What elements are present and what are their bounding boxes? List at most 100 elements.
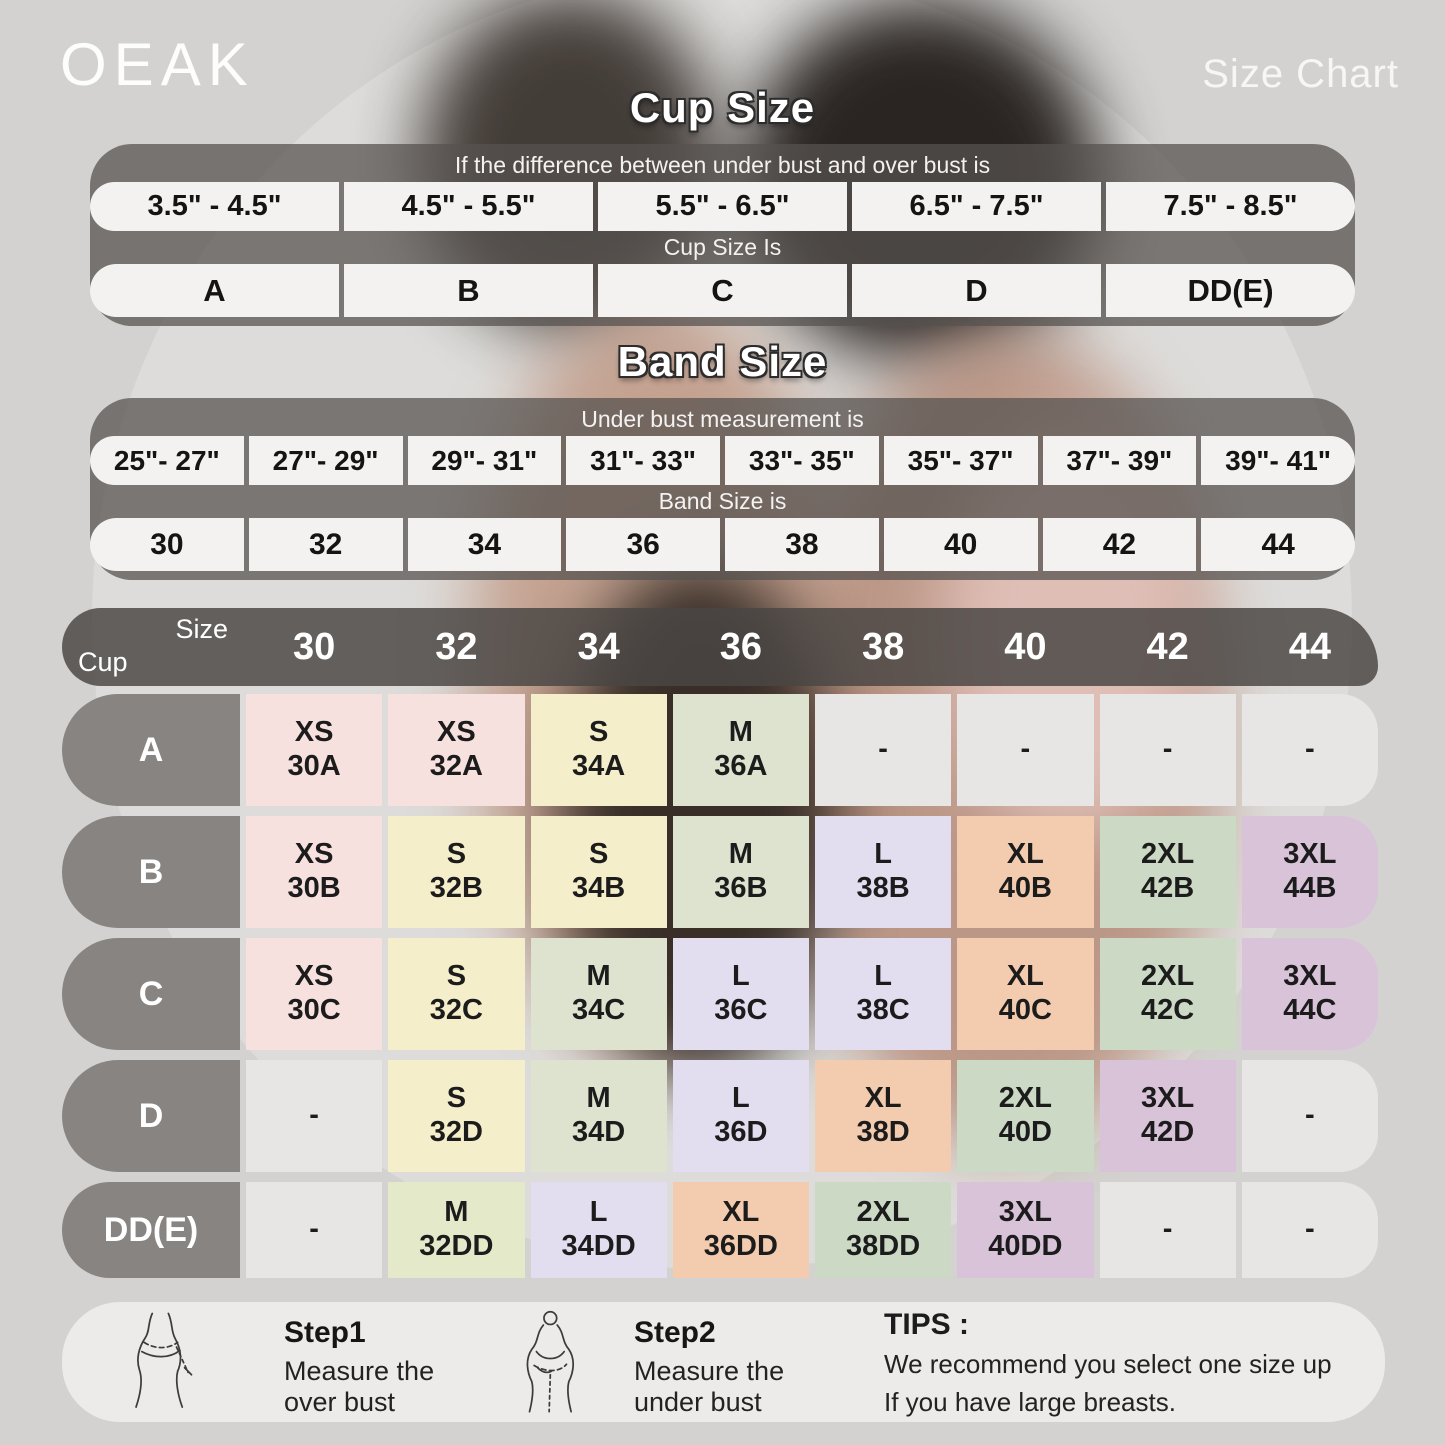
band-value-pill: 42 xyxy=(1042,518,1197,571)
band-value-pill: 40 xyxy=(883,518,1038,571)
matrix-row-C: C XS 30C S 32C M 34C L 36C L 38C XL 40C 2XL 42C 3XL 44C xyxy=(62,938,1378,1050)
matrix-row-D: D - S 32D M 34D L 36D XL 38D 2XL 40D 3XL 42D - xyxy=(62,1060,1378,1172)
band-column-header: 38 xyxy=(861,625,905,668)
band-value-pill: 36 xyxy=(566,518,720,571)
measure-guide-bar: Step1 Measure the over bust Step2 Measur… xyxy=(62,1302,1385,1422)
cup-value-pill: C xyxy=(598,264,847,317)
size-cell-32B: S 32B xyxy=(388,816,525,928)
corner-cup-label: Cup xyxy=(78,647,128,677)
page-title: Size Chart xyxy=(1202,52,1399,96)
size-cell-empty: - xyxy=(815,694,952,806)
size-cell-36C: L 36C xyxy=(672,938,809,1050)
size-cell-34DD: L 34DD xyxy=(530,1182,667,1278)
size-cell-empty: - xyxy=(1241,694,1378,806)
band-range-pill: 31"- 33" xyxy=(566,436,720,485)
size-cell-34C: M 34C xyxy=(530,938,667,1050)
matrix-row-A: A XS 30A XS 32A S 34A M 36A - - - - xyxy=(62,694,1378,806)
band-column-header: 30 xyxy=(292,625,336,668)
band-value-pill: 32 xyxy=(248,518,403,571)
size-cell-44C: 3XL 44C xyxy=(1241,938,1378,1050)
size-cell-38DD: 2XL 38DD xyxy=(815,1182,952,1278)
size-cell-40C: XL 40C xyxy=(957,938,1094,1050)
band-range-pill: 37"- 39" xyxy=(1042,436,1197,485)
size-cell-42C: 2XL 42C xyxy=(1099,938,1236,1050)
cup-row-header: B xyxy=(62,816,240,928)
size-cell-32C: S 32C xyxy=(388,938,525,1050)
step2-line1: Measure the xyxy=(634,1356,785,1386)
size-cell-30A: XS 30A xyxy=(246,694,383,806)
size-cell-40DD: 3XL 40DD xyxy=(957,1182,1094,1278)
band-column-header: 42 xyxy=(1146,625,1189,668)
band-range-pill: 29"- 31" xyxy=(407,436,562,485)
tips-text: TIPS : We recommend you select one size … xyxy=(884,1308,1332,1421)
band-condition-label: Under bust measurement is xyxy=(581,406,864,432)
cup-value-pill: B xyxy=(344,264,593,317)
size-cell-empty: - xyxy=(1099,1182,1236,1278)
size-cell-30C: XS 30C xyxy=(246,938,383,1050)
brand-logo: OEAK xyxy=(60,31,255,98)
size-cell-36DD: XL 36DD xyxy=(672,1182,809,1278)
cup-range-pill: 5.5" - 6.5" xyxy=(598,182,847,231)
size-cell-40D: 2XL 40D xyxy=(957,1060,1094,1172)
size-cell-40B: XL 40B xyxy=(957,816,1094,928)
band-value-row: 30 32 34 36 38 40 42 44 xyxy=(90,518,1355,571)
cup-value-pill: A xyxy=(90,264,339,317)
size-cell-empty: - xyxy=(1241,1060,1378,1172)
band-range-row: 25"- 27" 27"- 29" 29"- 31" 31"- 33" 33"- 35"… xyxy=(90,436,1355,485)
tips-title: TIPS : xyxy=(884,1308,970,1341)
matrix-row-B: B XS 30B S 32B S 34B M 36B L 38B XL 40B 2XL 42B 3XL 44B xyxy=(62,816,1378,928)
size-cell-42D: 3XL 42D xyxy=(1099,1060,1236,1172)
band-column-header: 34 xyxy=(577,625,620,668)
step2-line2: under bust xyxy=(634,1387,762,1418)
size-cell-34B: S 34B xyxy=(530,816,667,928)
step1-title: Step1 xyxy=(284,1316,366,1349)
size-cell-36D: L 36D xyxy=(672,1060,809,1172)
cup-range-pill: 7.5" - 8.5" xyxy=(1106,182,1355,231)
size-cell-34D: M 34D xyxy=(530,1060,667,1172)
band-value-pill: 44 xyxy=(1201,518,1355,571)
size-cell-44B: 3XL 44B xyxy=(1241,816,1378,928)
matrix-row-DD(E): DD(E) - M 32DD L 34DD XL 36DD 2XL 38DD 3XL 40DD - - xyxy=(62,1182,1378,1278)
size-cell-36A: M 36A xyxy=(672,694,809,806)
cup-range-pill: 3.5" - 4.5" xyxy=(90,182,339,231)
cup-condition-label: If the difference between under bust and… xyxy=(454,152,991,178)
band-value-pill: 30 xyxy=(90,518,244,571)
size-cell-32A: XS 32A xyxy=(388,694,525,806)
cup-row-header: D xyxy=(62,1060,240,1172)
cup-result-label: Cup Size Is xyxy=(663,234,782,260)
measure-under-bust-icon xyxy=(526,1310,574,1413)
size-cell-32D: S 32D xyxy=(388,1060,525,1172)
size-cell-empty: - xyxy=(246,1182,383,1278)
size-cell-38B: L 38B xyxy=(815,816,952,928)
cup-range-pill: 6.5" - 7.5" xyxy=(852,182,1101,231)
cup-value-pill: DD(E) xyxy=(1106,264,1355,317)
corner-size-label: Size xyxy=(175,614,228,644)
band-size-heading: Band Size xyxy=(617,338,828,385)
band-size-panel: Under bust measurement is 25"- 27" 27"- 2… xyxy=(90,398,1355,580)
size-cell-42B: 2XL 42B xyxy=(1099,816,1236,928)
measure-over-bust-icon xyxy=(135,1312,193,1408)
band-result-label: Band Size is xyxy=(658,488,787,514)
tips-line2: If you have large breasts. xyxy=(884,1386,1176,1417)
size-cell-38C: L 38C xyxy=(815,938,952,1050)
band-range-pill: 27"- 29" xyxy=(248,436,403,485)
step1-text: Step1 Measure the over bust xyxy=(284,1316,434,1418)
step1-line1: Measure the xyxy=(284,1356,435,1386)
cup-value-pill: D xyxy=(852,264,1101,317)
size-cell-34A: S 34A xyxy=(530,694,667,806)
cup-range-pill: 4.5" - 5.5" xyxy=(344,182,593,231)
size-cell-empty: - xyxy=(1241,1182,1378,1278)
matrix-header-row: Size Cup 30 32 34 36 38 40 42 44 xyxy=(62,608,1378,686)
step2-text: Step2 Measure the under bust xyxy=(634,1316,784,1418)
cup-size-panel: If the difference between under bust and… xyxy=(90,144,1355,326)
band-range-pill: 33"- 35" xyxy=(725,436,879,485)
band-column-header: 44 xyxy=(1288,625,1332,668)
cup-row-header: C xyxy=(62,938,240,1050)
matrix-corner-cell: Size Cup xyxy=(62,608,240,686)
size-cell-38D: XL 38D xyxy=(815,1060,952,1172)
size-matrix: A XS 30A XS 32A S 34A M 36A - - - - B XS 30B S 32B S 34B M 36… xyxy=(62,694,1378,1278)
band-value-pill: 34 xyxy=(407,518,562,571)
size-cell-empty: - xyxy=(246,1060,383,1172)
band-column-header: 36 xyxy=(719,625,763,668)
band-range-pill: 25"- 27" xyxy=(90,436,244,485)
